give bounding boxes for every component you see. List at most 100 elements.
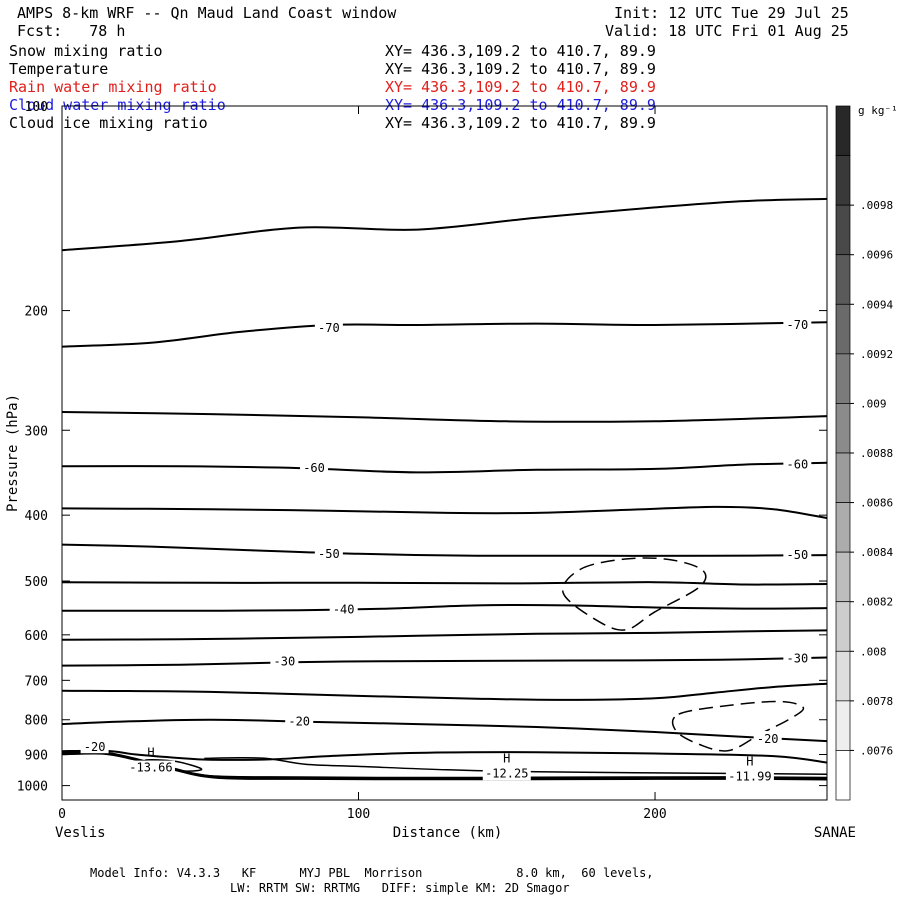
colorbar-cell (835, 650, 851, 702)
high-value: -13.66 (129, 761, 172, 775)
high-label: H (503, 751, 510, 765)
colorbar-tick-label: .0094 (860, 298, 893, 311)
colorbar-cell (835, 700, 851, 751)
y-tick-label: 500 (25, 575, 48, 590)
contour-label: -50 (318, 547, 340, 561)
contour-label: -60 (303, 461, 325, 475)
surface-line (61, 751, 828, 781)
variable-xy: XY= 436.3,109.2 to 410.7, 89.9 (385, 42, 656, 60)
colorbar-cell (835, 254, 851, 305)
x-tick-label: 0 (58, 807, 66, 822)
temperature-contour (61, 629, 828, 641)
variable-name: Cloud ice mixing ratio (9, 114, 208, 132)
temperature-contour (61, 411, 828, 423)
colorbar-cell (835, 204, 851, 256)
contour-label-bg (783, 456, 812, 471)
x-tick-label: 200 (643, 807, 666, 822)
y-tick-label: 1000 (17, 780, 48, 795)
contour-label: -20 (84, 740, 106, 754)
colorbar-cell (835, 155, 851, 206)
temperature-contours (61, 197, 828, 764)
axes: 100 200 300 400 500 600 700 800 900 1000 0 100 200 Di… (5, 100, 856, 841)
variable-name: Rain water mixing ratio (9, 78, 217, 96)
colorbar: g kg⁻¹ .0076 .0078 .008 .0082 .0084 .0086 .0088… (835, 104, 898, 801)
contour-label-bg (314, 545, 343, 560)
variable-name: Snow mixing ratio (9, 42, 163, 60)
colorbar-tick-label: .0092 (860, 348, 893, 361)
temperature-contour (61, 718, 828, 743)
colorbar-cell (835, 750, 851, 801)
colorbar-cell (835, 551, 851, 603)
variable-xy: XY= 436.3,109.2 to 410.7, 89.9 (385, 114, 656, 132)
right-end-label: SANAE (814, 825, 856, 841)
y-tick-label: 600 (25, 629, 48, 644)
contour-label: -70 (787, 318, 809, 332)
variable-name: Temperature (9, 60, 109, 78)
colorbar-cell (835, 502, 851, 553)
colorbar-tick-label: .0076 (860, 744, 893, 757)
temperature-contour (62, 604, 828, 612)
colorbar-tick-label: .0096 (860, 249, 893, 262)
colorbar-tick-label: .0086 (860, 497, 893, 510)
contour-label: -20 (757, 732, 779, 746)
temperature-contour (61, 321, 828, 348)
temperature-contour (61, 505, 828, 520)
colorbar-cell (835, 601, 851, 652)
colorbar-cell (835, 452, 851, 503)
high-label: H (746, 754, 753, 768)
y-tick-label: 100 (25, 100, 48, 115)
contour-label-bg (783, 547, 812, 562)
colorbar-tick-label: .0078 (860, 695, 893, 708)
contour-label-bg (329, 601, 358, 616)
contour-label-bg (753, 731, 782, 746)
contour-label-bg (80, 739, 109, 754)
high-value: -11.99 (728, 769, 771, 783)
variable-name: Cloud water mixing ratio (9, 96, 226, 114)
y-axis-label: Pressure (hPa) (5, 394, 21, 512)
contour-label-bg (270, 653, 299, 668)
temperature-contour (61, 581, 828, 586)
forecast-hour: Fcst: 78 h (17, 22, 126, 40)
contour-label-bg (300, 460, 329, 475)
contour-label: -60 (787, 458, 809, 472)
contour-labels: -70 -70-60 -60-50 -50-40-30 -30-20-20-20 H-13… (80, 316, 812, 784)
high-label: H (147, 746, 154, 760)
contour-label-bg (783, 316, 812, 331)
colorbar-cell (835, 353, 851, 404)
model-info-line2: LW: RRTM SW: RRTMG DIFF: simple KM: 2D S… (230, 881, 570, 895)
temperature-contour (61, 461, 828, 474)
colorbar-tick-label: .009 (860, 397, 887, 410)
high-value-bg (725, 769, 774, 784)
y-tick-label: 900 (25, 749, 48, 764)
variable-xy: XY= 436.3,109.2 to 410.7, 89.9 (385, 60, 656, 78)
colorbar-cell (835, 303, 851, 355)
colorbar-cell (835, 105, 851, 156)
contour-label: -50 (787, 548, 809, 562)
y-tick-label: 800 (25, 714, 48, 729)
terrain-surface (61, 749, 828, 781)
y-tick-label: 700 (25, 674, 48, 689)
model-info-line1: Model Info: V4.3.3 KF MYJ PBL Morrison 8… (90, 866, 654, 880)
contour-label-bg (314, 319, 343, 334)
contour-label: -30 (274, 655, 296, 669)
high-value-bg (126, 760, 175, 775)
variable-xy: XY= 436.3,109.2 to 410.7, 89.9 (385, 78, 656, 96)
cloud-ice-contour (561, 557, 707, 631)
variable-xy: XY= 436.3,109.2 to 410.7, 89.9 (385, 96, 656, 114)
contour-label: -70 (318, 321, 340, 335)
y-tick-label: 200 (25, 305, 48, 320)
colorbar-tick-label: .008 (860, 645, 887, 658)
temperature-contour (61, 682, 828, 701)
y-tick-label: 400 (25, 509, 48, 524)
colorbar-tick-label: .0084 (860, 546, 893, 559)
surface-line (204, 757, 828, 775)
plot-frame (61, 105, 828, 801)
y-tick-label: 300 (25, 424, 48, 439)
colorbar-tick-label: .0088 (860, 447, 893, 460)
high-value: -12.25 (485, 766, 528, 780)
colorbar-tick-label: .0082 (860, 596, 893, 609)
valid-time: Valid: 18 UTC Fri 01 Aug 25 (605, 22, 849, 40)
contour-label-bg (783, 650, 812, 665)
colorbar-cell (835, 403, 851, 454)
